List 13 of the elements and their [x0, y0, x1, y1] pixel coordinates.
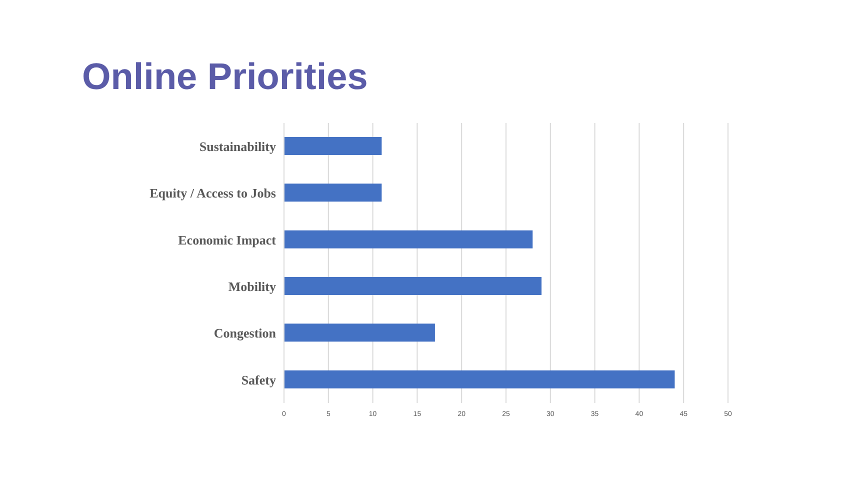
y-tick-label: Equity / Access to Jobs: [150, 186, 276, 201]
y-tick-label: Economic Impact: [178, 232, 277, 248]
bar: [284, 324, 435, 342]
y-tick-label: Sustainability: [199, 138, 276, 154]
bar: [284, 277, 542, 295]
bar: [284, 370, 675, 388]
bar: [284, 137, 382, 155]
y-tick-label: Mobility: [228, 278, 276, 294]
bar: [284, 184, 382, 202]
y-tick-label: Safety: [241, 372, 276, 388]
bar: [284, 230, 533, 248]
y-tick-label: Congestion: [214, 326, 277, 341]
chart-title: Online Priorities: [82, 56, 368, 98]
